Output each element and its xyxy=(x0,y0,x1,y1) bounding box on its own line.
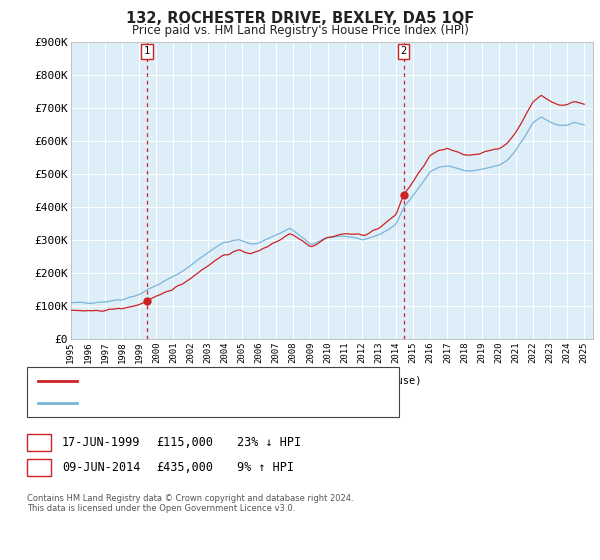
Text: 23% ↓ HPI: 23% ↓ HPI xyxy=(237,436,301,449)
Text: 9% ↑ HPI: 9% ↑ HPI xyxy=(237,461,294,474)
Text: Contains HM Land Registry data © Crown copyright and database right 2024.
This d: Contains HM Land Registry data © Crown c… xyxy=(27,494,353,514)
Text: 09-JUN-2014: 09-JUN-2014 xyxy=(62,461,140,474)
Text: HPI: Average price, detached house, Bexley: HPI: Average price, detached house, Bexl… xyxy=(84,398,347,408)
Text: 2: 2 xyxy=(35,461,43,474)
Text: 17-JUN-1999: 17-JUN-1999 xyxy=(62,436,140,449)
Text: 2: 2 xyxy=(400,46,407,57)
Text: 1: 1 xyxy=(35,436,43,449)
Text: 132, ROCHESTER DRIVE, BEXLEY, DA5 1QF: 132, ROCHESTER DRIVE, BEXLEY, DA5 1QF xyxy=(126,11,474,26)
Text: Price paid vs. HM Land Registry's House Price Index (HPI): Price paid vs. HM Land Registry's House … xyxy=(131,24,469,36)
Text: £435,000: £435,000 xyxy=(156,461,213,474)
Text: 1: 1 xyxy=(144,46,150,57)
Text: £115,000: £115,000 xyxy=(156,436,213,449)
Text: 132, ROCHESTER DRIVE, BEXLEY, DA5 1QF (detached house): 132, ROCHESTER DRIVE, BEXLEY, DA5 1QF (d… xyxy=(84,376,421,386)
